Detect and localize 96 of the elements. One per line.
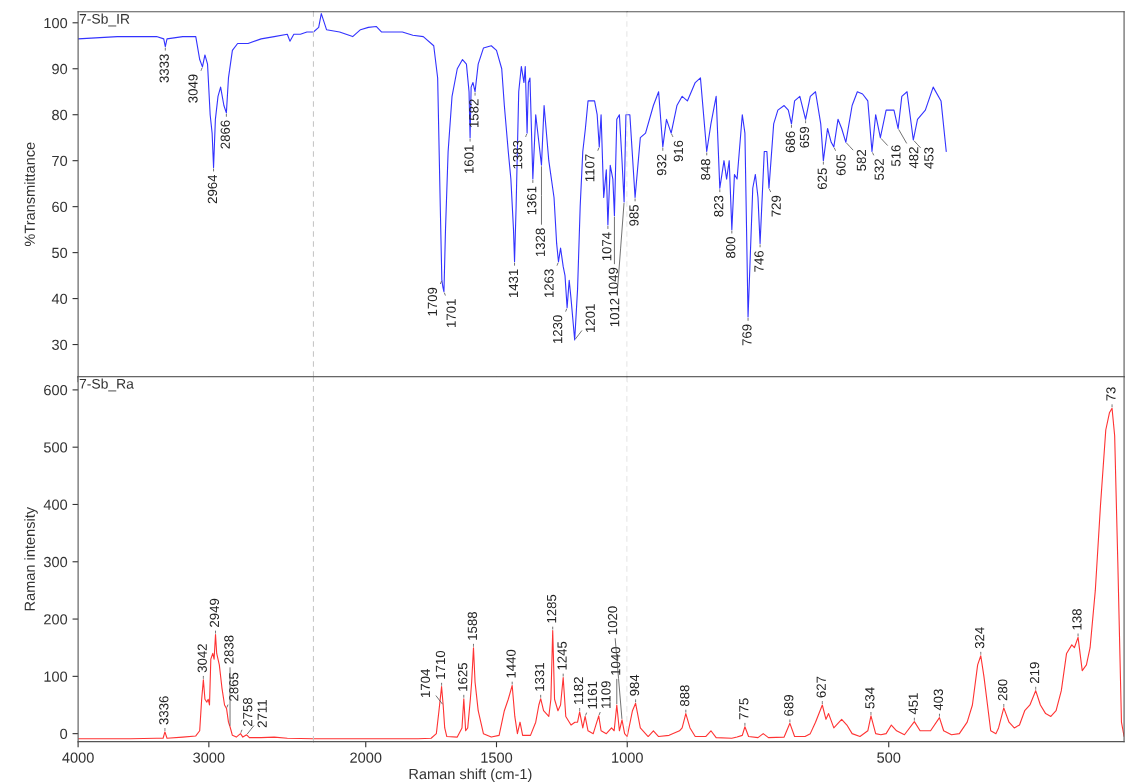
x-tick-label: 3000 bbox=[193, 752, 225, 763]
y-tick-label: 500 bbox=[43, 442, 68, 453]
annotation: 1331 bbox=[534, 663, 545, 691]
annotation: 1049 bbox=[608, 267, 618, 296]
annotation: 1704 bbox=[420, 669, 431, 698]
annotation: 7-Sb_IR bbox=[79, 13, 130, 27]
annotation: 659 bbox=[799, 126, 810, 148]
annotation: 3333 bbox=[159, 54, 169, 83]
annotation: 2949 bbox=[209, 598, 220, 627]
y-tick-label: 60 bbox=[52, 201, 68, 213]
annotation: 280 bbox=[997, 679, 1008, 701]
annotation: 532 bbox=[874, 159, 884, 180]
x-tick-label: 500 bbox=[877, 752, 901, 763]
annotation: 1701 bbox=[446, 299, 456, 327]
annotation: 1109 bbox=[601, 681, 611, 708]
y-tick-label: 100 bbox=[44, 671, 68, 682]
annotation: 1161 bbox=[587, 681, 598, 709]
annotation: 686 bbox=[785, 131, 795, 153]
annotation: 625 bbox=[817, 168, 827, 189]
annotation: 932 bbox=[657, 154, 667, 176]
annotation: 769 bbox=[742, 324, 752, 346]
annotation: 3336 bbox=[159, 696, 169, 725]
annotation: 7-Sb_Ra bbox=[79, 378, 134, 392]
annotation: 2866 bbox=[220, 120, 230, 149]
annotation: 516 bbox=[891, 145, 901, 167]
x-axis-title: Raman shift (cm-1) bbox=[409, 768, 532, 783]
x-tick-label: 1000 bbox=[612, 752, 643, 763]
annotation: 1245 bbox=[557, 641, 567, 670]
annotation: 219 bbox=[1029, 662, 1040, 684]
annotation: 800 bbox=[726, 237, 736, 259]
annotation: 451 bbox=[908, 693, 918, 715]
y-tick-label: 70 bbox=[52, 155, 68, 167]
annotation: 1040 bbox=[610, 646, 621, 675]
annotation: 1201 bbox=[585, 304, 595, 332]
annotation: 138 bbox=[1072, 609, 1082, 630]
annotation: 3049 bbox=[188, 74, 198, 103]
annotation: 1020 bbox=[607, 606, 618, 635]
annotation: 775 bbox=[739, 698, 749, 720]
annotation: 1710 bbox=[435, 650, 446, 679]
annotation: 916 bbox=[673, 140, 684, 162]
y-tick-label: 200 bbox=[44, 614, 68, 625]
annotation: 1285 bbox=[546, 594, 557, 623]
annotation: 1012 bbox=[609, 298, 620, 327]
annotation: 1107 bbox=[585, 154, 595, 182]
y-tick-label: 0 bbox=[60, 728, 68, 740]
y-tick-label: 400 bbox=[43, 499, 68, 510]
annotation: 1601 bbox=[464, 145, 474, 173]
annotation: 403 bbox=[933, 689, 943, 711]
annotation: 1582 bbox=[469, 99, 479, 128]
annotation: 324 bbox=[974, 627, 985, 649]
annotation: 1182 bbox=[573, 677, 584, 704]
x-tick-label: 1500 bbox=[481, 752, 513, 763]
annotation: 2964 bbox=[207, 174, 218, 204]
x-tick-label: 4000 bbox=[62, 752, 94, 763]
annotation: 73 bbox=[1106, 387, 1116, 401]
annotation: 2865 bbox=[229, 672, 239, 701]
annotation: 729 bbox=[771, 195, 781, 217]
annotation: 453 bbox=[924, 147, 934, 169]
annotation: 984 bbox=[629, 674, 640, 696]
annotation: 1431 bbox=[508, 269, 519, 298]
y-tick-label: 30 bbox=[52, 339, 68, 350]
y-axis-title: %Transmittance bbox=[24, 142, 35, 247]
y-tick-label: 300 bbox=[43, 556, 68, 568]
y-tick-label: 40 bbox=[51, 293, 68, 304]
annotation: 1074 bbox=[602, 232, 612, 261]
annotation: 627 bbox=[816, 676, 826, 698]
annotation: 689 bbox=[784, 695, 794, 716]
annotation: 2711 bbox=[257, 700, 267, 728]
annotation: 1588 bbox=[467, 611, 478, 640]
x-tick-label: 2000 bbox=[350, 752, 382, 763]
annotation: 1230 bbox=[552, 315, 563, 344]
annotation: 1383 bbox=[512, 140, 523, 169]
annotation: 1440 bbox=[506, 649, 516, 678]
y-tick-label: 600 bbox=[44, 384, 68, 396]
annotation: 823 bbox=[714, 195, 724, 217]
y-tick-label: 90 bbox=[52, 63, 68, 75]
annotation: 1263 bbox=[544, 269, 554, 298]
annotation: 482 bbox=[909, 147, 919, 169]
annotation: 888 bbox=[680, 685, 690, 707]
annotation: 534 bbox=[865, 687, 875, 709]
annotation: 1328 bbox=[535, 228, 546, 257]
annotation: 1625 bbox=[458, 662, 468, 691]
annotation: 848 bbox=[700, 159, 711, 180]
y-tick-label: 80 bbox=[52, 109, 68, 121]
annotation: 3042 bbox=[197, 644, 207, 673]
annotation: 2758 bbox=[243, 697, 253, 727]
y-axis-title: Raman intensity bbox=[24, 506, 38, 611]
annotation: 1361 bbox=[527, 186, 537, 215]
annotation: 1709 bbox=[427, 287, 438, 316]
annotation: 582 bbox=[856, 149, 867, 171]
annotation: 985 bbox=[629, 204, 639, 226]
annotation: 746 bbox=[754, 250, 764, 272]
y-tick-label: 100 bbox=[44, 17, 68, 29]
y-tick-label: 50 bbox=[52, 247, 68, 259]
annotation: 2838 bbox=[224, 635, 234, 664]
annotation: 605 bbox=[836, 154, 846, 176]
